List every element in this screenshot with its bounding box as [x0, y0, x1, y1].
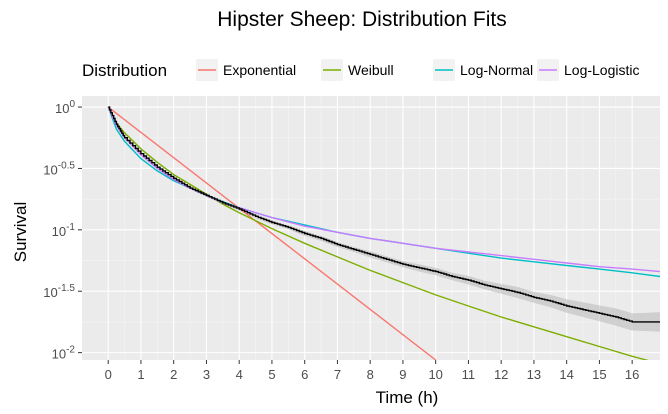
y-tick-label: 100 — [55, 99, 75, 116]
minor-gridlines — [82, 96, 660, 360]
x-axis-ticks: 0 1 2 3 4 5 6 7 8 9 10 11 12 13 14 15 16 — [105, 360, 639, 382]
kaplan-meier-line — [108, 106, 660, 323]
major-gridlines — [82, 96, 660, 360]
exponential-line — [107, 106, 437, 360]
weibull-line — [107, 106, 649, 360]
x-tick-label: 2 — [170, 367, 177, 382]
x-tick-label: 12 — [494, 367, 508, 382]
x-tick-label: 13 — [527, 367, 541, 382]
x-tick-label: 6 — [301, 367, 308, 382]
legend-label: Weibull — [348, 62, 394, 78]
y-axis-ticks: 100 10-0.5 10-1 10-1.5 10-2 — [43, 99, 82, 362]
confidence-band-layer — [108, 107, 660, 332]
legend-item-exponential: Exponential — [196, 59, 296, 81]
legend-label: Log-Logistic — [564, 62, 640, 78]
x-tick-label: 9 — [399, 367, 406, 382]
x-tick-label: 3 — [203, 367, 210, 382]
y-tick-label: 10-2 — [52, 345, 76, 362]
legend-title: Distribution — [82, 61, 167, 80]
legend-label: Log-Normal — [460, 62, 533, 78]
x-tick-label: 14 — [559, 367, 573, 382]
y-axis-title: Survival — [11, 202, 30, 262]
x-tick-label: 7 — [334, 367, 341, 382]
log-logistic-line — [107, 106, 660, 273]
x-tick-label: 8 — [367, 367, 374, 382]
legend-item-log-logistic: Log-Logistic — [537, 59, 640, 81]
x-axis-title: Time (h) — [376, 388, 439, 407]
x-tick-label: 15 — [592, 367, 606, 382]
kaplan-meier-confidence-band — [108, 107, 660, 332]
x-tick-label: 11 — [462, 367, 476, 382]
log-normal-line — [107, 106, 660, 278]
y-tick-label: 10-1 — [52, 222, 76, 239]
x-tick-label: 4 — [236, 367, 243, 382]
chart-title: Hipster Sheep: Distribution Fits — [217, 8, 506, 31]
plot-panel — [82, 96, 660, 360]
series-layer — [107, 106, 660, 360]
legend-item-weibull: Weibull — [321, 59, 394, 81]
x-tick-label: 5 — [268, 367, 275, 382]
y-tick-label: 10-0.5 — [43, 160, 75, 177]
x-tick-label: 10 — [428, 367, 442, 382]
x-tick-label: 16 — [625, 367, 639, 382]
legend-label: Exponential — [223, 62, 296, 78]
legend-item-log-normal: Log-Normal — [433, 59, 533, 81]
x-tick-label: 1 — [137, 367, 144, 382]
y-tick-label: 10-1.5 — [43, 283, 75, 300]
legend: Distribution Exponential Weibull Log-Norma… — [82, 59, 640, 81]
x-tick-label: 0 — [105, 367, 112, 382]
